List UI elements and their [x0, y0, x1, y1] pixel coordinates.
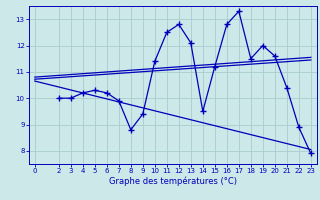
X-axis label: Graphe des températures (°C): Graphe des températures (°C)	[109, 177, 237, 186]
